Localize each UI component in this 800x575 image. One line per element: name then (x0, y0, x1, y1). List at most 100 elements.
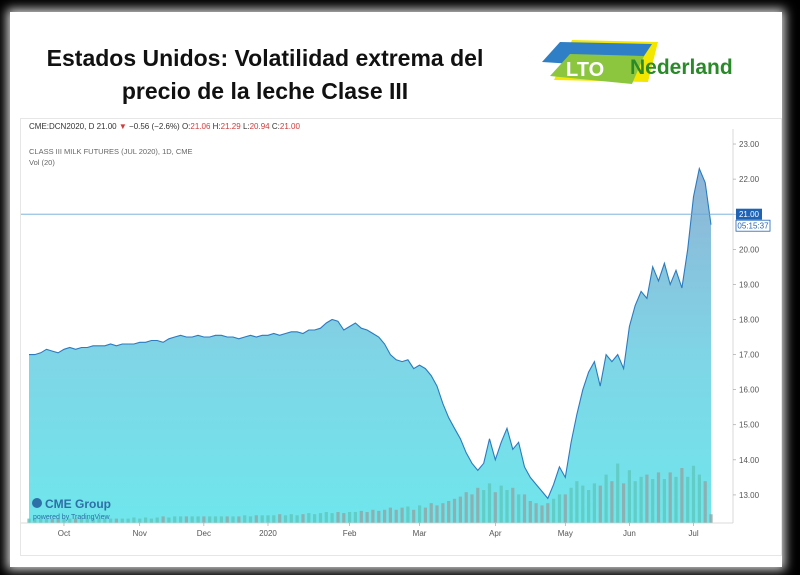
volume-bar (126, 518, 130, 523)
volume-bar (587, 490, 591, 523)
volume-bar (674, 476, 678, 523)
volume-bar (598, 485, 602, 523)
volume-bar (546, 503, 550, 523)
volume-bar (487, 483, 492, 523)
x-tick-label: Jun (623, 529, 636, 538)
ticker-close-label: C: (271, 122, 280, 131)
x-tick-label: May (558, 529, 573, 538)
contract-label: CLASS III MILK FUTURES (JUL 2020), 1D, C… (29, 147, 193, 156)
volume-bar (452, 498, 457, 523)
slide-title: Estados Unidos: Volatilidad extrema del … (30, 42, 500, 108)
volume-bar (39, 518, 43, 523)
volume-bar (155, 517, 159, 523)
ticker-last: 21.00 (96, 122, 117, 131)
countdown-tag-value: 05:15:37 (737, 222, 769, 231)
volume-bar (342, 513, 346, 523)
volume-bar (91, 518, 95, 523)
volume-bar (243, 515, 247, 523)
volume-bar (272, 515, 276, 523)
volume-bar (616, 463, 620, 523)
volume-bar (138, 518, 142, 523)
volume-bar (476, 487, 480, 523)
volume-bar (184, 516, 188, 523)
volume-bar (656, 472, 661, 523)
volume-bar (278, 514, 282, 523)
volume-bar (307, 513, 311, 523)
ticker-open-label: O: (181, 122, 191, 131)
x-tick-label: Dec (197, 529, 211, 538)
volume-bar (627, 470, 631, 523)
volume-bar (213, 516, 218, 523)
volume-bar (464, 492, 468, 523)
volume-bar (132, 517, 136, 523)
volume-bar (400, 507, 404, 523)
volume-bar (237, 516, 241, 523)
volume-bar (371, 509, 375, 523)
volume-bar (120, 518, 124, 523)
volume-bar (592, 483, 596, 523)
volume-bar (691, 465, 696, 523)
volume-bar (447, 501, 451, 523)
cme-globe-icon (32, 498, 42, 508)
volume-bar (348, 512, 352, 523)
volume-bar (330, 513, 334, 523)
volume-bar (295, 515, 299, 523)
volume-bar (74, 518, 78, 523)
volume-bar (651, 479, 655, 523)
volume-bar (289, 514, 293, 523)
logo-nederland-text: Nederland (630, 56, 733, 79)
volume-bar (44, 518, 49, 523)
slide: Estados Unidos: Volatilidad extrema del … (10, 12, 782, 567)
volume-bar (196, 516, 200, 523)
volume-bar (412, 509, 416, 523)
price-area-fill (29, 168, 711, 523)
volume-bar (33, 518, 37, 523)
volume-bar (552, 498, 556, 523)
volume-bar (377, 510, 381, 523)
volume-bar (441, 503, 445, 523)
x-tick-label: Oct (58, 529, 71, 538)
volume-bar (365, 512, 369, 523)
x-tick-label: Jul (688, 529, 698, 538)
slide-title-line-1: Estados Unidos: Volatilidad extrema del (46, 45, 484, 71)
volume-bar (458, 496, 462, 523)
volume-bar (406, 506, 410, 523)
volume-bar (254, 515, 258, 523)
volume-bar (68, 518, 72, 523)
volume-bar (470, 494, 474, 523)
volume-bar (575, 481, 579, 523)
price-chart[interactable]: CLASS III MILK FUTURES (JUL 2020), 1D, C… (21, 119, 781, 555)
ticker-low-label: L: (242, 122, 250, 131)
y-tick-label: 22.00 (739, 175, 760, 184)
tradingview-credit: powered by TradingView (33, 514, 110, 521)
volume-bar (231, 516, 235, 523)
volume-bar (511, 487, 515, 523)
volume-bar (260, 515, 264, 523)
logo-lto-text: LTO (566, 59, 604, 81)
volume-bar (109, 518, 113, 523)
y-tick-label: 15.00 (739, 421, 760, 430)
ticker-line: CME:DCN2020, D 21.00 ▼ −0.56 (−2.6%) O:2… (29, 122, 300, 131)
volume-bar (179, 516, 183, 523)
volume-bar (114, 518, 118, 523)
volume-bar (563, 494, 567, 523)
volume-bar (423, 507, 427, 523)
volume-bars-layer (27, 463, 713, 523)
x-tick-label: Apr (489, 529, 502, 538)
volume-bar (429, 503, 433, 523)
volume-bar (318, 513, 323, 523)
volume-bar (27, 518, 31, 523)
y-tick-label: 17.00 (739, 351, 760, 360)
y-tick-label: 14.00 (739, 456, 760, 465)
volume-bar (540, 505, 544, 523)
y-tick-label: 23.00 (739, 140, 760, 149)
volume-bar (50, 518, 54, 523)
volume-bar (336, 512, 340, 523)
volume-bar (703, 481, 707, 523)
current-price-tag: 21.00 05:15:37 (735, 208, 771, 232)
volume-label: Vol (20) (29, 158, 55, 167)
volume-bar (557, 494, 562, 523)
volume-bar (324, 512, 328, 523)
volume-bar (569, 487, 573, 523)
x-tick-label: Nov (133, 529, 147, 538)
